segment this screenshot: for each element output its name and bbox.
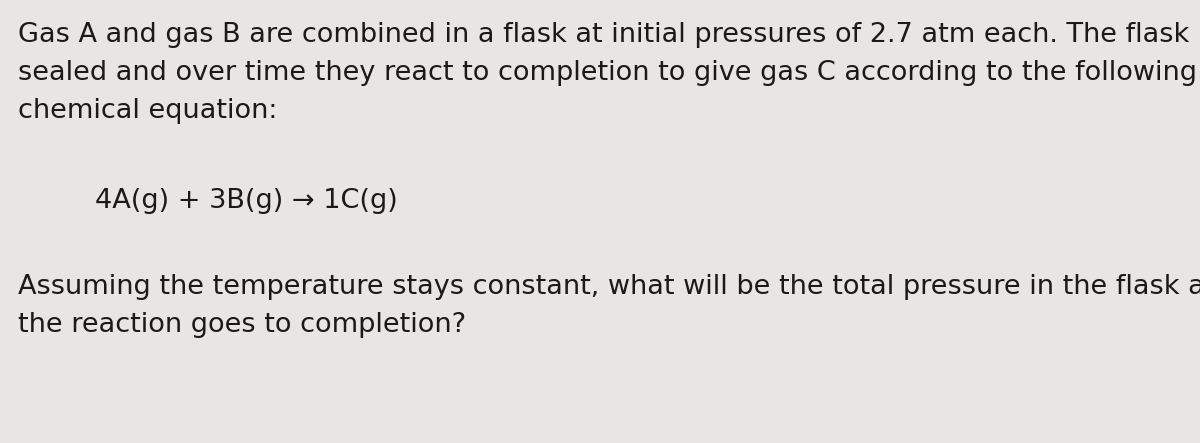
Text: Gas A and gas B are combined in a flask at initial pressures of 2.7 atm each. Th: Gas A and gas B are combined in a flask … — [18, 22, 1200, 48]
Text: Assuming the temperature stays constant, what will be the total pressure in the : Assuming the temperature stays constant,… — [18, 274, 1200, 300]
Text: sealed and over time they react to completion to give gas C according to the fol: sealed and over time they react to compl… — [18, 60, 1198, 86]
Text: the reaction goes to completion?: the reaction goes to completion? — [18, 312, 466, 338]
Text: chemical equation:: chemical equation: — [18, 98, 277, 124]
Text: 4A(g) + 3B(g) → 1C(g): 4A(g) + 3B(g) → 1C(g) — [95, 188, 397, 214]
